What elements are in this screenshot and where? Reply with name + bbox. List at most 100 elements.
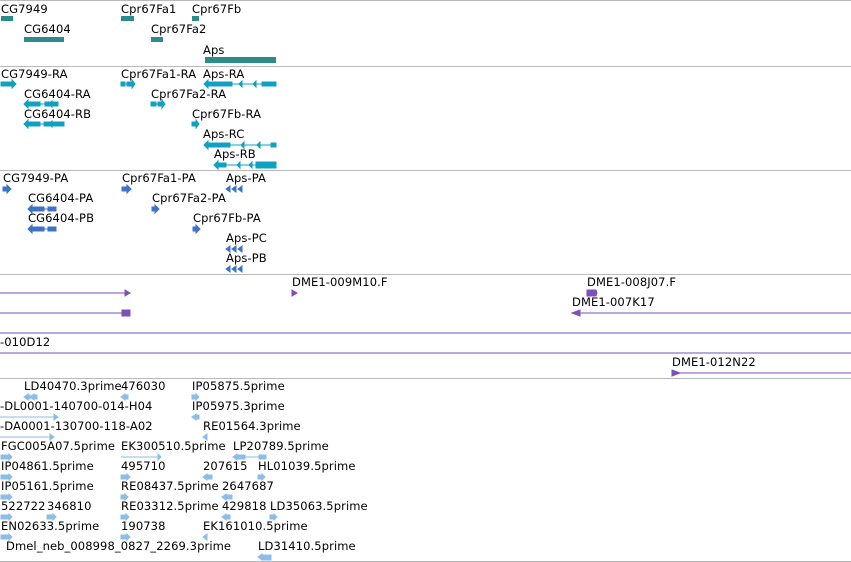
protein-feature-cg6404-pb[interactable] [27,223,57,235]
clone-feature-left-2[interactable] [0,309,131,317]
transcript-label-cpr67fb-ra[interactable]: Cpr67Fb-RA [192,107,262,121]
est-label-495710[interactable]: 495710 [121,459,166,473]
protein-label-cg6404-pb[interactable]: CG6404-PB [28,211,95,225]
est-feature-190738[interactable] [120,532,131,542]
est-feature-da0001[interactable] [0,433,55,441]
est-label-429818[interactable]: 429818 [222,499,267,513]
gene-label-cpr67fb[interactable]: Cpr67Fb [192,2,242,16]
est-feature-ip05875[interactable] [191,392,200,402]
clone-label-dme1-009m10[interactable]: DME1-009M10.F [292,275,388,289]
est-label-re03312[interactable]: RE03312.5prime [121,499,219,513]
transcript-feature-cpr67fa1-ra[interactable] [120,78,136,90]
protein-label-cpr67fb-pa[interactable]: Cpr67Fb-PA [193,211,261,225]
est-feature-476030[interactable] [120,393,129,401]
transcript-feature-cg7949-ra[interactable] [0,78,17,90]
protein-label-aps-pc[interactable]: Aps-PC [226,231,267,245]
clone-label-dme1-007k17[interactable]: DME1-007K17 [572,295,655,309]
transcript-label-cpr67fa2-ra[interactable]: Cpr67Fa2-RA [151,87,227,101]
est-label-190738[interactable]: 190738 [121,519,166,533]
est-feature-ip04861[interactable] [0,472,13,482]
est-feature-2647687[interactable] [221,493,233,501]
clone-label-010d12[interactable]: -010D12 [0,335,51,349]
transcript-feature-cpr67fb-ra[interactable] [191,118,200,130]
est-label-dmel-neb[interactable]: Dmel_neb_008998_0827_2269.3prime [6,539,232,553]
protein-feature-cpr67fb-pa[interactable] [192,223,201,235]
est-label-207615[interactable]: 207615 [203,459,248,473]
protein-feature-aps-pa[interactable] [225,185,243,193]
transcript-feature-aps-rb[interactable] [213,159,277,171]
gene-feature-cpr67fa2[interactable] [151,37,163,42]
est-feature-ek161010[interactable] [202,533,208,541]
est-feature-re01564[interactable] [202,433,208,441]
est-feature-522722[interactable] [0,512,13,522]
est-label-re08437[interactable]: RE08437.5prime [121,479,219,493]
protein-feature-cpr67fa2-pa[interactable] [151,203,160,215]
est-feature-re03312[interactable] [120,512,130,522]
est-feature-429818[interactable] [221,513,231,521]
protein-feature-aps-pc[interactable] [225,245,243,253]
est-label-346810[interactable]: 346810 [47,499,92,513]
gene-feature-aps[interactable] [205,57,276,63]
est-feature-re08437[interactable] [120,492,129,502]
clone-label-dme1-008j07[interactable]: DME1-008J07.F [587,275,677,289]
gene-feature-cg7949[interactable] [1,16,13,21]
est-label-ld40470[interactable]: LD40470.3prime [24,379,122,393]
est-label-522722[interactable]: 522722 [1,499,46,513]
transcript-label-cg6404-ra[interactable]: CG6404-RA [24,87,91,101]
gene-label-aps[interactable]: Aps [203,43,225,57]
transcript-label-aps-rc[interactable]: Aps-RC [203,127,245,141]
gene-label-cpr67fa1[interactable]: Cpr67Fa1 [121,2,177,16]
protein-label-cpr67fa1-pa[interactable]: Cpr67Fa1-PA [122,171,196,185]
protein-feature-cg6404-pa[interactable] [27,203,57,215]
est-feature-ld40470[interactable] [23,393,38,401]
protein-feature-aps-pb[interactable] [225,265,243,273]
est-feature-fgc005a07[interactable] [0,452,13,462]
transcript-feature-aps-ra[interactable] [203,78,277,90]
protein-feature-cpr67fa1-pa[interactable] [121,183,132,195]
clone-label-dme1-012n22[interactable]: DME1-012N22 [672,355,756,369]
transcript-label-cpr67fa1-ra[interactable]: Cpr67Fa1-RA [121,67,197,81]
est-label-ip04861[interactable]: IP04861.5prime [1,459,94,473]
transcript-feature-cpr67fa2-ra[interactable] [150,98,166,110]
est-feature-207615[interactable] [202,473,213,481]
est-label-ld31410[interactable]: LD31410.5prime [258,539,356,553]
est-feature-ld31410[interactable] [257,553,272,561]
est-feature-en02633[interactable] [0,532,13,542]
est-label-476030[interactable]: 476030 [121,379,166,393]
est-feature-ip05975[interactable] [191,413,200,421]
clone-feature-left-1[interactable] [0,289,131,297]
clone-feature-dme1-012n22[interactable] [671,369,851,377]
est-label-ek300510[interactable]: EK300510.5prime [121,439,226,453]
transcript-feature-cg6404-ra[interactable] [23,98,59,110]
est-label-da0001[interactable]: -DA0001-130700-118-A02 [0,419,153,433]
protein-feature-cg7949-pa[interactable] [2,183,12,195]
gene-feature-cg6404[interactable] [24,37,64,42]
gene-label-cg6404[interactable]: CG6404 [24,22,71,36]
est-feature-346810[interactable] [46,512,57,522]
protein-label-cg7949-pa[interactable]: CG7949-PA [3,171,69,185]
est-feature-495710[interactable] [120,472,131,482]
est-label-ip05975[interactable]: IP05975.3prime [192,399,285,413]
transcript-label-aps-rb[interactable]: Aps-RB [214,147,256,161]
est-label-lp20789[interactable]: LP20789.5prime [233,439,329,453]
est-feature-ld35063[interactable] [269,512,278,522]
protein-label-aps-pa[interactable]: Aps-PA [226,171,266,185]
est-label-ip05875[interactable]: IP05875.5prime [192,379,285,393]
est-label-en02633[interactable]: EN02633.5prime [1,519,100,533]
gene-label-cg7949[interactable]: CG7949 [1,2,48,16]
est-feature-ek300510[interactable] [121,452,162,462]
est-feature-hl01039[interactable] [257,472,266,482]
est-label-dl0001[interactable]: -DL0001-140700-014-H04 [0,399,153,413]
est-label-fgc005a07[interactable]: FGC005A07.5prime [1,439,116,453]
est-label-ld35063[interactable]: LD35063.5prime [270,499,368,513]
gene-feature-cpr67fb[interactable] [192,16,199,21]
est-label-hl01039[interactable]: HL01039.5prime [258,459,356,473]
est-label-ip05161[interactable]: IP05161.5prime [1,479,94,493]
clone-feature-dme1-007k17[interactable] [570,309,851,317]
protein-label-cpr67fa2-pa[interactable]: Cpr67Fa2-PA [152,191,226,205]
transcript-label-cg6404-rb[interactable]: CG6404-RB [24,107,92,121]
est-feature-lp20789[interactable] [232,453,267,461]
clone-feature-dme1-009m10[interactable] [291,289,298,297]
protein-label-aps-pb[interactable]: Aps-PB [226,251,267,265]
transcript-label-cg7949-ra[interactable]: CG7949-RA [1,67,68,81]
